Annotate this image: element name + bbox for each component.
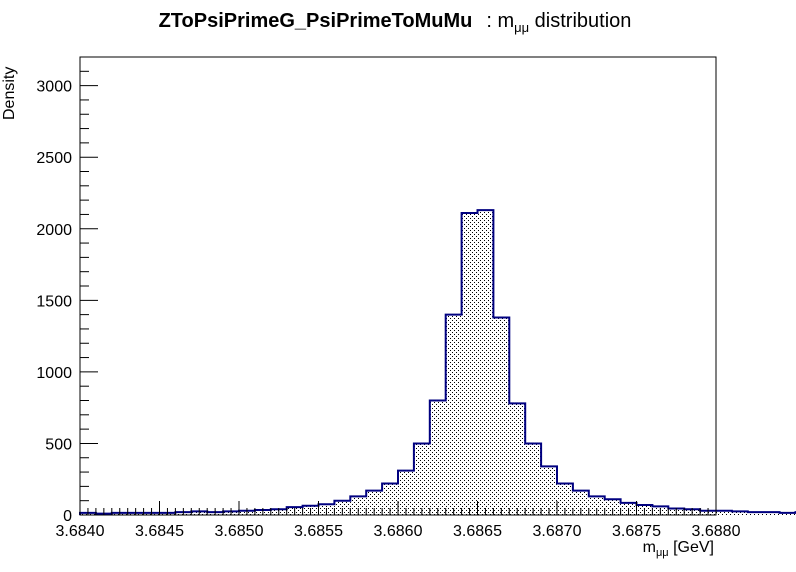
x-tick-label: 3.6855 [294,523,343,540]
histogram-bin [350,496,367,515]
chart-title-prefix: : m [486,10,514,32]
chart-title-subscript: μμ [514,20,529,35]
x-tick-label: 3.6845 [135,523,184,540]
histogram-bin [429,400,446,515]
histogram-bin [731,511,748,515]
histogram-bin [572,490,589,515]
histogram-bin [509,403,526,515]
y-tick-label: 0 [63,508,72,525]
y-tick-label: 1000 [36,365,72,382]
x-tick-label: 3.6875 [612,523,661,540]
chart-title-suffix: distribution [529,10,631,32]
x-tick-label: 3.6850 [215,523,264,540]
histogram-bin [413,443,430,515]
histogram-bin [366,490,383,515]
x-axis-label-unit: [GeV] [669,539,714,556]
y-tick-label: 2000 [36,222,72,239]
histogram-bin [398,470,414,515]
y-axis-label: Density [1,67,18,120]
histogram-bin [382,483,398,515]
histogram-bin [763,512,780,515]
x-axis-label: mμμ [GeV] [643,539,714,559]
histogram-bin [557,483,573,515]
histogram-bin [604,499,621,515]
histogram-bin [477,210,494,516]
histogram-bin [588,496,605,515]
y-tick-label: 500 [45,436,72,453]
y-tick-label: 2500 [36,150,72,167]
chart-title: ZToPsiPrimeG_PsiPrimeToMuMu : mμμ distrib… [159,10,632,35]
chart-title-bold: ZToPsiPrimeG_PsiPrimeToMuMu [159,10,473,32]
histogram-bin [779,512,796,515]
histogram-bin [445,314,462,515]
histogram-bin [747,512,764,515]
histogram-bin [525,443,542,515]
y-axis-ticks: 0 500 1000 1500 2000 2500 3000 [36,56,98,525]
x-tick-label: 3.6840 [56,523,105,540]
y-tick-label: 1500 [36,293,72,310]
x-axis-ticks: 3.6840 3.6845 3.6850 3.6855 3.6860 3.6865 3.68… [56,501,741,540]
x-tick-label: 3.6880 [692,523,741,540]
x-tick-label: 3.6865 [453,523,502,540]
plot-frame [79,56,717,516]
x-axis-label-main: m [643,539,656,556]
y-tick-label: 3000 [36,79,72,96]
x-tick-label: 3.6860 [374,523,423,540]
histogram-bin [461,213,478,515]
histogram-bin [334,500,351,515]
histogram-bin [716,510,732,515]
x-tick-label: 3.6870 [533,523,582,540]
x-axis-label-subscript: μμ [656,547,669,559]
histogram-bin [493,317,510,515]
histogram-bin [541,466,557,515]
histogram-bars [79,209,796,516]
